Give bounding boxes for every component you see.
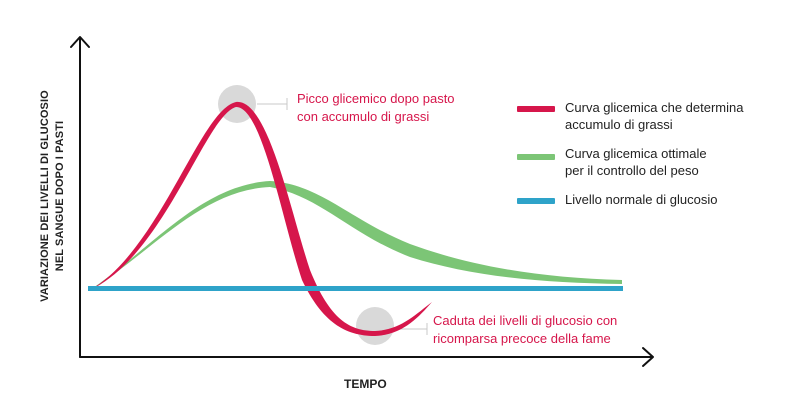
legend-label-line2: per il controllo del peso bbox=[565, 163, 699, 178]
peak-annotation: Picco glicemico dopo pasto con accumulo … bbox=[297, 90, 455, 126]
drop-annotation-line2: ricomparsa precoce della fame bbox=[433, 331, 611, 346]
y-axis-label-line1: VARIAZIONE DEI LIVELLI DI GLUCOSIO bbox=[39, 90, 51, 302]
x-axis-label: TEMPO bbox=[344, 377, 387, 391]
normal-glucose-level-line bbox=[88, 286, 623, 291]
drop-annotation-line1: Caduta dei livelli di glucosio con bbox=[433, 313, 618, 328]
legend-item-red-curve: Curva glicemica che determina accumulo d… bbox=[517, 99, 787, 143]
legend-text: Curva glicemica che determina accumulo d… bbox=[565, 99, 743, 133]
legend-text: Livello normale di glucosio bbox=[565, 191, 717, 208]
y-axis-label-line2: NEL SANGUE DOPO I PASTI bbox=[54, 120, 66, 272]
red-curve-swatch-icon bbox=[517, 106, 555, 112]
green-curve-swatch-icon bbox=[517, 154, 555, 160]
legend-item-blue-line: Livello normale di glucosio bbox=[517, 191, 787, 215]
y-axis-label: VARIAZIONE DEI LIVELLI DI GLUCOSIO NEL S… bbox=[38, 76, 68, 316]
x-axis-arrow-icon bbox=[642, 347, 654, 367]
legend: Curva glicemica che determina accumulo d… bbox=[517, 99, 787, 217]
legend-item-green-curve: Curva glicemica ottimale per il controll… bbox=[517, 145, 787, 189]
y-axis-arrow-icon bbox=[70, 36, 90, 48]
blue-line-swatch-icon bbox=[517, 198, 555, 204]
optimal-glycemic-curve bbox=[90, 181, 622, 290]
legend-label-line1: Curva glicemica ottimale bbox=[565, 146, 707, 161]
fat-accumulation-glycemic-curve bbox=[90, 101, 432, 336]
legend-label-line2: accumulo di grassi bbox=[565, 117, 673, 132]
peak-annotation-line2: con accumulo di grassi bbox=[297, 109, 430, 124]
legend-text: Curva glicemica ottimale per il controll… bbox=[565, 145, 707, 179]
drop-annotation: Caduta dei livelli di glucosio con ricom… bbox=[433, 312, 617, 348]
legend-label-line1: Livello normale di glucosio bbox=[565, 192, 718, 207]
peak-annotation-line1: Picco glicemico dopo pasto bbox=[297, 91, 455, 106]
legend-label-line1: Curva glicemica che determina bbox=[565, 100, 744, 115]
drop-highlight-circle bbox=[356, 307, 394, 345]
